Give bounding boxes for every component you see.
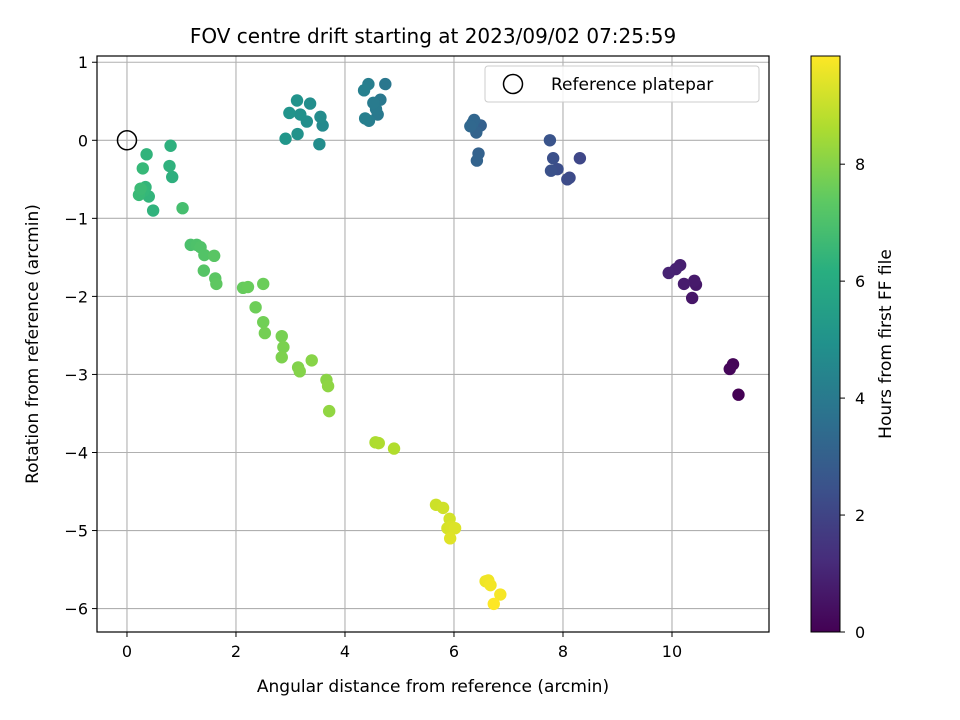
data-point [314, 110, 327, 124]
data-point [662, 266, 675, 280]
data-point [275, 329, 288, 343]
colorbar-tick-label: 0 [855, 623, 865, 642]
x-tick-label: 10 [662, 642, 682, 661]
y-tick-label: −5 [64, 522, 88, 541]
data-point [207, 249, 221, 263]
x-tick-label: 0 [122, 642, 132, 661]
data-point [163, 159, 176, 173]
colorbar-tick-label: 2 [855, 506, 865, 525]
plot-frame [96, 55, 770, 633]
data-point [321, 379, 335, 393]
data-point [313, 137, 326, 151]
data-point [294, 108, 307, 121]
data-point [134, 182, 147, 195]
reference-platepar-marker [116, 130, 138, 151]
data-point [573, 152, 587, 165]
data-point [283, 106, 296, 120]
data-point [136, 162, 149, 175]
colorbar-gradient [810, 55, 841, 633]
grid-lines [97, 56, 769, 632]
data-point [290, 94, 304, 107]
x-tick-label: 6 [449, 642, 459, 661]
data-point [494, 588, 507, 601]
colorbar-tick-label: 4 [855, 389, 865, 408]
data-point [372, 436, 385, 450]
data-point [277, 340, 290, 354]
legend-box [484, 65, 760, 103]
scatter-points [116, 77, 745, 611]
data-point [257, 315, 270, 329]
data-point [241, 280, 255, 294]
legend: Reference platepar [484, 65, 760, 103]
data-point [146, 204, 160, 217]
data-point [257, 277, 270, 291]
data-point [249, 301, 262, 314]
data-point [436, 501, 450, 515]
data-point [379, 77, 392, 91]
y-tick-label: −6 [64, 600, 88, 619]
y-tick-label: −2 [64, 287, 88, 306]
data-point [293, 365, 306, 378]
data-point [470, 154, 484, 167]
data-point [484, 578, 497, 592]
colorbar: 0 2 4 6 8 Hours from first FF file [810, 55, 896, 642]
y-axis-title: Rotation from reference (arcmin) [23, 204, 43, 484]
data-point [140, 148, 153, 161]
colorbar-title: Hours from first FF file [876, 249, 896, 439]
data-point [543, 134, 557, 147]
chart-title: FOV centre drift starting at 2023/09/02 … [190, 24, 676, 48]
data-point [723, 362, 736, 376]
y-axis-ticks: 1 0 −1 −2 −3 −4 −5 −6 [64, 53, 97, 619]
y-tick-label: −1 [64, 209, 88, 228]
data-point [164, 139, 177, 152]
x-axis-ticks: 0 2 4 6 8 10 [122, 632, 682, 661]
data-point [303, 97, 317, 110]
data-point [198, 248, 211, 262]
data-point [546, 152, 560, 165]
data-point [305, 354, 318, 367]
data-point [176, 201, 189, 215]
data-point [197, 264, 211, 277]
x-tick-label: 8 [558, 642, 568, 661]
colorbar-tick-label: 8 [855, 155, 865, 174]
data-point [448, 521, 462, 535]
data-point [322, 404, 336, 418]
x-tick-label: 2 [231, 642, 241, 661]
colorbar-ticks: 0 2 4 6 8 [840, 155, 865, 642]
data-point [688, 274, 701, 287]
data-point [443, 532, 457, 545]
data-point [544, 164, 558, 177]
data-point [166, 170, 179, 184]
data-point [358, 112, 372, 125]
data-point [275, 351, 288, 364]
data-point [464, 120, 477, 133]
data-point [357, 84, 371, 97]
x-tick-label: 4 [340, 642, 350, 661]
y-tick-label: −4 [64, 443, 88, 462]
data-point [561, 173, 574, 186]
data-point [367, 96, 380, 110]
legend-label-reference: Reference platepar [551, 75, 713, 95]
y-tick-label: 1 [78, 53, 88, 72]
data-point [487, 597, 500, 611]
data-point [210, 277, 223, 291]
y-tick-label: −3 [64, 365, 88, 384]
data-point [279, 132, 292, 145]
data-point [677, 277, 691, 291]
data-point [291, 127, 304, 141]
legend-marker-reference [502, 73, 524, 95]
data-point [732, 388, 745, 401]
data-point [258, 326, 272, 340]
y-tick-label: 0 [78, 131, 88, 150]
data-point [685, 291, 699, 305]
colorbar-tick-label: 6 [855, 272, 865, 291]
data-point [387, 442, 401, 455]
x-axis-title: Angular distance from reference (arcmin) [257, 677, 609, 697]
